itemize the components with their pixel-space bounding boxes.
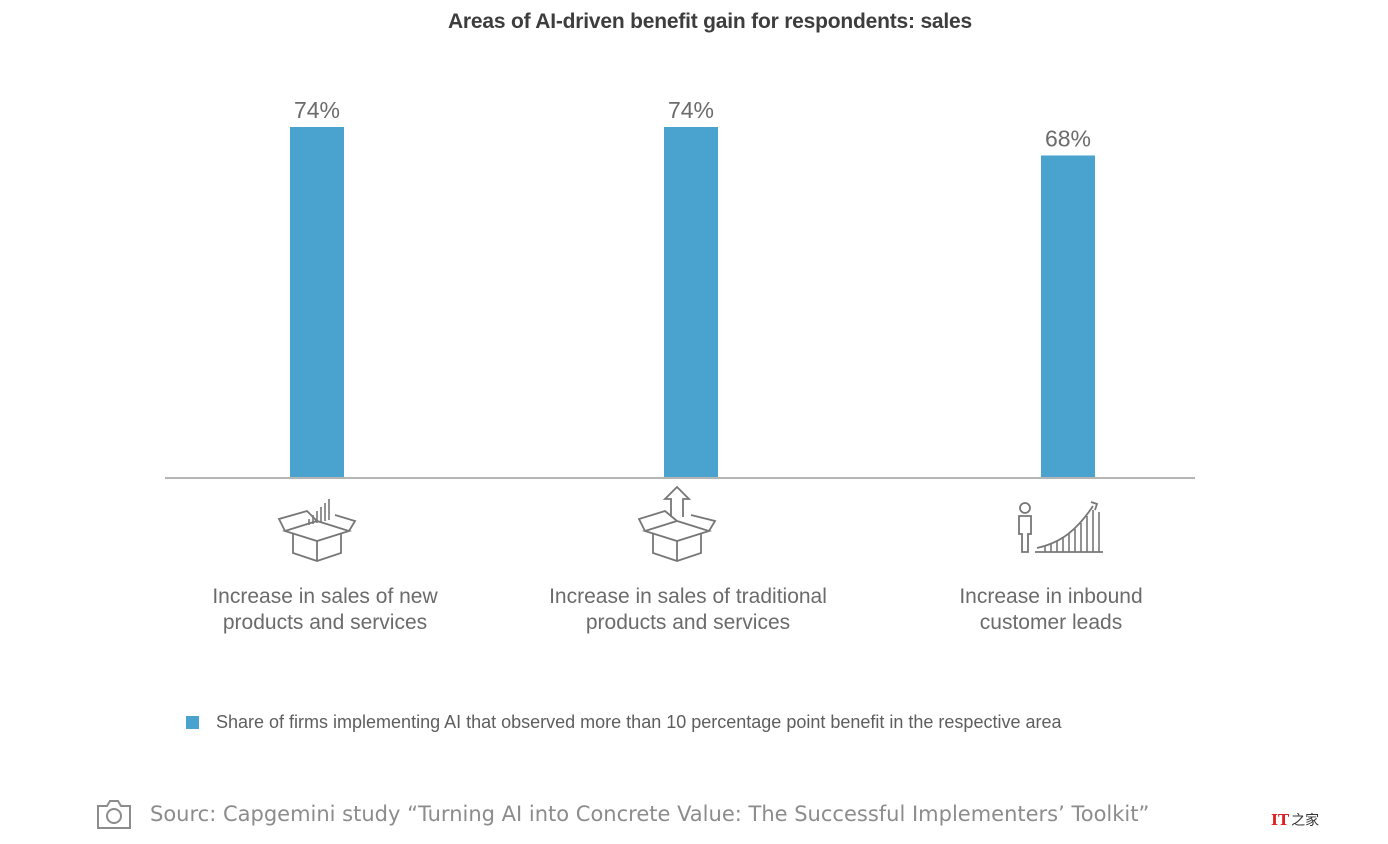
legend-swatch (186, 716, 199, 729)
bar-value-label-3: 68% (1045, 125, 1091, 151)
camera-icon (97, 800, 131, 829)
bar-1 (290, 127, 344, 478)
box-with-up-arrow-icon (637, 485, 717, 562)
person-with-growth-chart-icon (1018, 501, 1103, 553)
bar-value-label-1: 74% (294, 97, 340, 123)
bar-3 (1041, 155, 1095, 478)
legend-label: Share of firms implementing AI that obse… (216, 712, 1062, 732)
category-label-3: Increase in inbound customer leads (959, 585, 1143, 634)
legend: Share of firms implementing AI that obse… (186, 712, 1062, 733)
bar-chart: 74% 74% 68% (165, 97, 1195, 479)
watermark-text: 之家 (1291, 813, 1320, 829)
category-label-2: Increase in sales of traditional product… (549, 585, 827, 634)
bar-2 (664, 127, 718, 478)
bar-value-label-2: 74% (668, 97, 714, 123)
watermark-badge: IT (1271, 811, 1290, 829)
source-text: Sourc: Capgemini study “Turning AI into … (150, 802, 1150, 826)
category-label-1: Increase in sales of new products and se… (212, 585, 438, 634)
source-caption: Sourc: Capgemini study “Turning AI into … (96, 798, 1149, 830)
chart-title: Areas of AI-driven benefit gain for resp… (447, 10, 973, 33)
box-with-chart-icon (277, 499, 357, 562)
watermark-logo: IT 之家 (1271, 810, 1319, 830)
